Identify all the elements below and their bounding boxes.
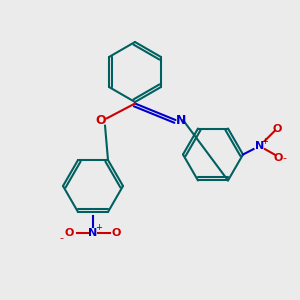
Text: O: O <box>65 227 74 238</box>
Text: O: O <box>273 124 282 134</box>
Text: N: N <box>255 141 264 151</box>
Text: +: + <box>261 137 268 146</box>
Text: +: + <box>95 223 102 232</box>
Text: -: - <box>282 153 286 163</box>
Text: O: O <box>274 153 283 163</box>
Text: N: N <box>88 227 98 238</box>
Text: O: O <box>95 113 106 127</box>
Text: N: N <box>176 113 186 127</box>
Text: O: O <box>112 227 121 238</box>
Text: -: - <box>59 233 64 244</box>
